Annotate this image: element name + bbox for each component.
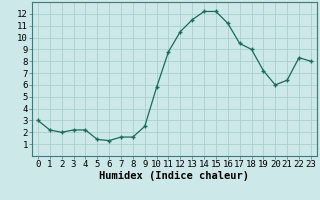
X-axis label: Humidex (Indice chaleur): Humidex (Indice chaleur) [100, 171, 249, 181]
